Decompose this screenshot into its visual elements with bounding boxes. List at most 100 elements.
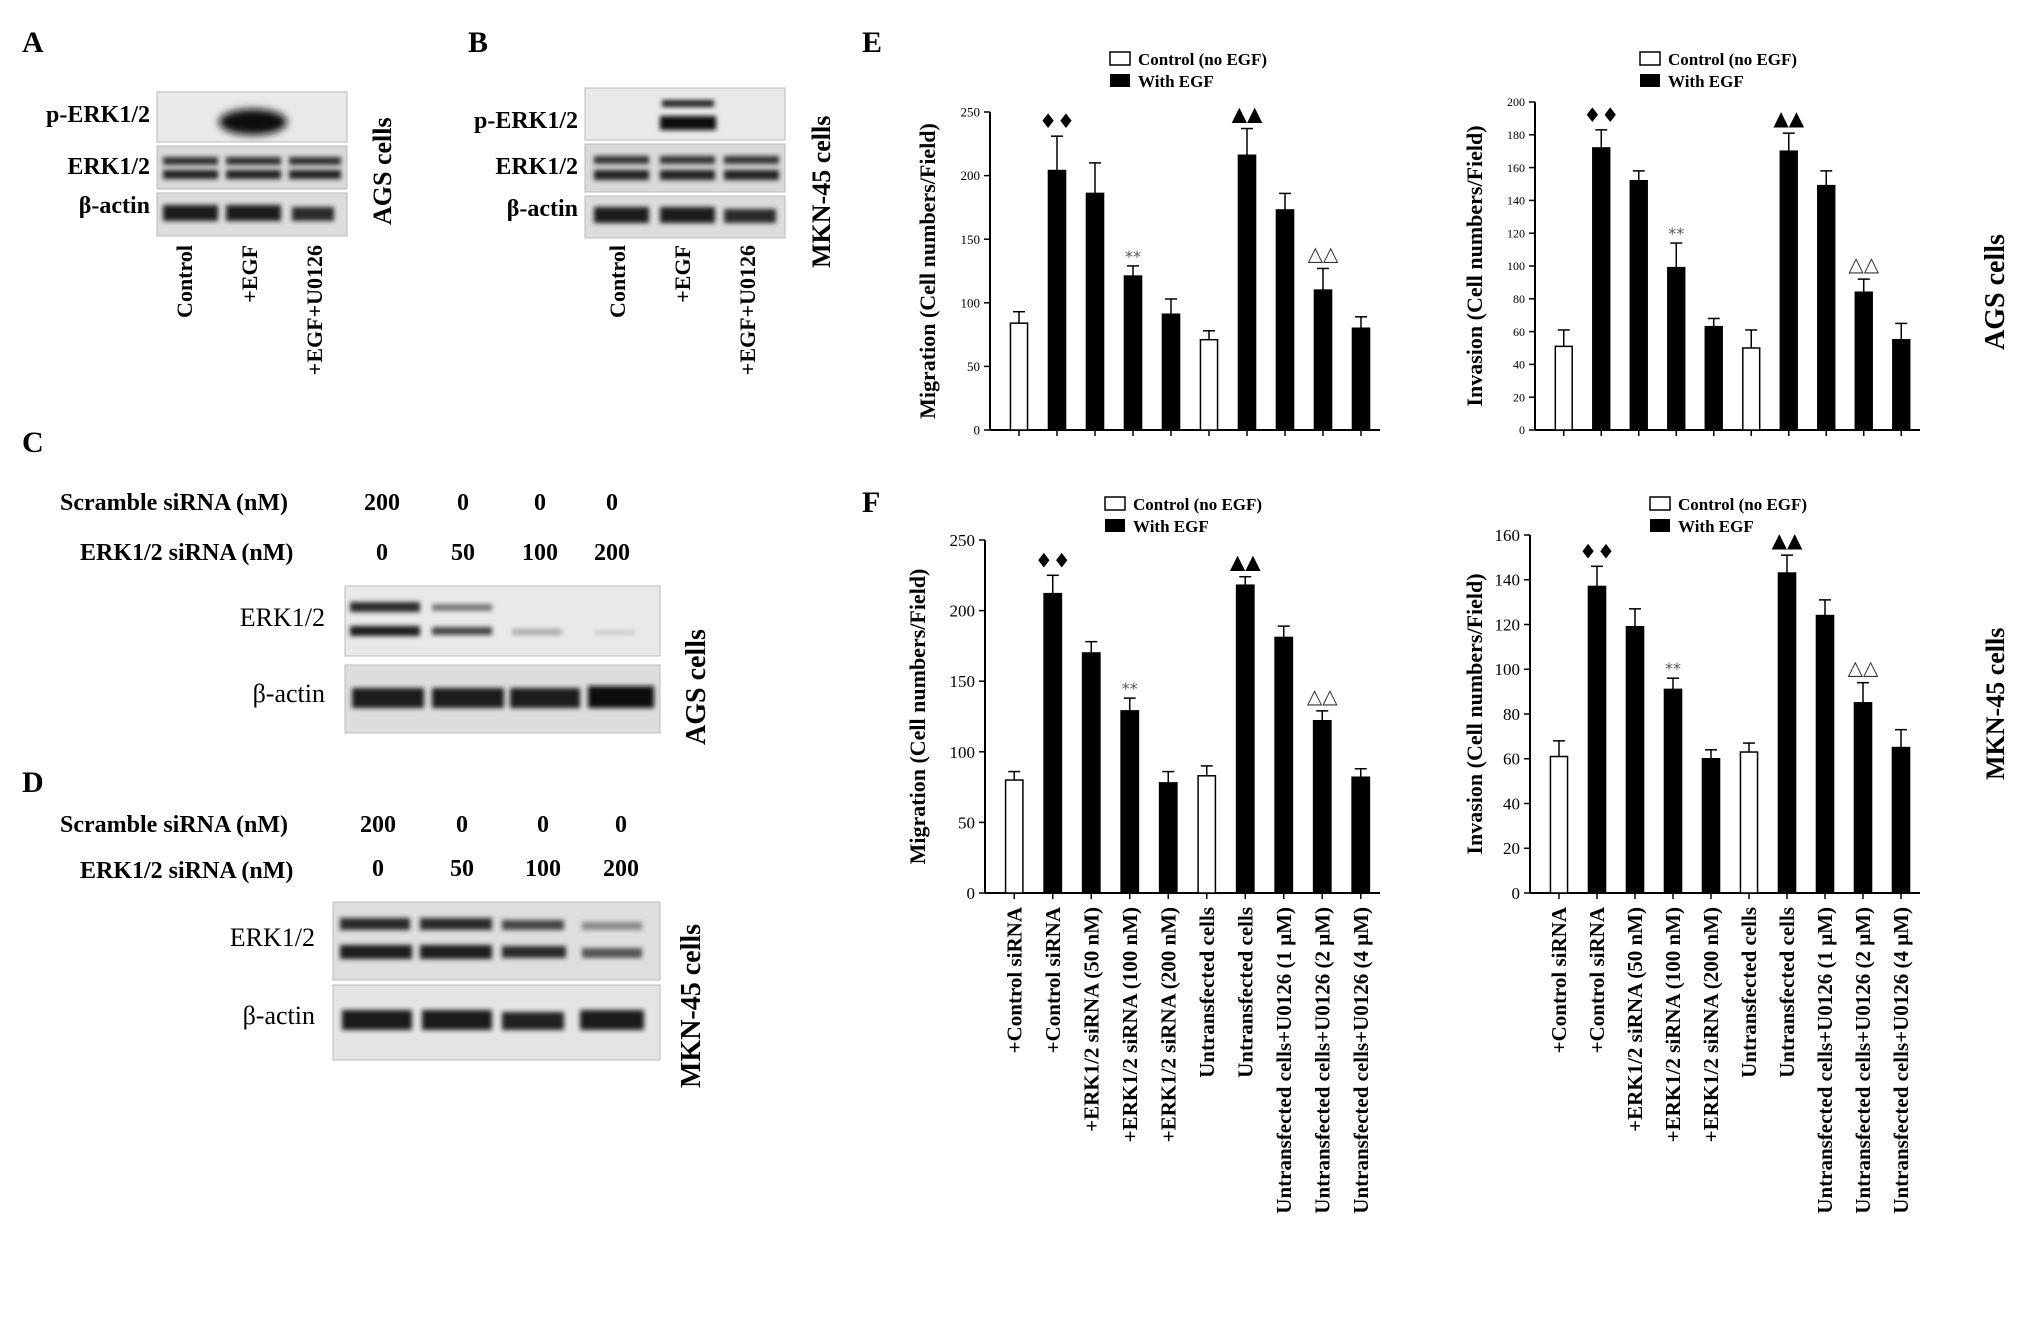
western-blot-image	[332, 901, 661, 1061]
chart-legend: Control (no EGF) With EGF	[1649, 495, 1807, 536]
x-category-label: +ERK1/2 siRNA (50 nM)	[1623, 907, 1647, 1132]
bar	[1777, 572, 1797, 894]
bar	[1739, 751, 1759, 894]
dose-value: 100	[522, 540, 558, 566]
dose-value: 0	[457, 490, 469, 516]
panel-letter: A	[22, 26, 44, 59]
dose-value: 0	[537, 812, 549, 838]
bar-chart-f-migration: 0 50 100 150 200 250 Migration (Cell numbers/F…	[905, 531, 1380, 1214]
bar	[1158, 782, 1178, 894]
bar	[1817, 184, 1836, 431]
y-tick-label: 40	[1503, 794, 1520, 813]
significance-marker: **	[1122, 679, 1138, 698]
blot-row-label: ERK1/2	[230, 923, 315, 952]
bar	[1663, 688, 1683, 894]
bar	[1235, 584, 1255, 894]
significance-marker: ♦♦	[1035, 548, 1071, 572]
legend-swatch-egf	[1640, 74, 1660, 87]
legend-swatch-control	[1109, 51, 1131, 66]
legend-label: With EGF	[1678, 517, 1754, 536]
significance-marker: △△	[1848, 656, 1879, 680]
bar	[1197, 775, 1217, 894]
significance-marker: ♦♦	[1579, 539, 1615, 563]
significance-marker: △△	[1308, 241, 1339, 265]
x-category-label: +ERK1/2 siRNA (200 nM)	[1156, 907, 1180, 1142]
bar	[1853, 702, 1873, 894]
y-axis-label: Migration (Cell numbers/Field)	[905, 569, 930, 865]
dose-value: 200	[594, 540, 630, 566]
cell-line-label: MKN-45 cells	[1981, 628, 2010, 780]
y-tick-label: 60	[1503, 750, 1520, 769]
legend-label: With EGF	[1138, 72, 1214, 91]
panel-letter: F	[862, 486, 880, 519]
blot-row-label: ERK1/2	[67, 154, 150, 180]
panel-letter: B	[468, 26, 488, 59]
condition-label: Scramble siRNA (nM)	[60, 812, 288, 838]
bar	[1592, 147, 1611, 431]
significance-marker: △△	[1307, 684, 1338, 708]
lane-label: +EGF+U0126	[302, 245, 327, 375]
x-category-label: Untransfected cells	[1775, 907, 1799, 1078]
bar	[1554, 345, 1573, 431]
significance-marker: ▲▲	[1232, 102, 1263, 126]
x-category-label: Untransfected cells+U0126 (1 μM)	[1272, 907, 1296, 1214]
bar	[1004, 779, 1024, 894]
y-tick-label: 120	[1507, 226, 1525, 240]
x-category-label: Untransfected cells+U0126 (2 μM)	[1310, 907, 1334, 1214]
lane-label: +EGF	[237, 245, 262, 303]
x-category-label: Untransfected cells+U0126 (4 μM)	[1889, 907, 1913, 1214]
significance-marker: △△	[1848, 252, 1879, 276]
bar	[1085, 192, 1105, 431]
legend-label: Control (no EGF)	[1678, 495, 1807, 514]
cell-line-label: MKN-45 cells	[807, 116, 836, 268]
y-tick-label: 250	[961, 105, 981, 120]
dose-value: 0	[606, 490, 618, 516]
blot-row-label: ERK1/2	[240, 603, 325, 632]
bar	[1667, 266, 1686, 431]
bar	[1237, 154, 1257, 431]
bar	[1047, 169, 1067, 431]
y-tick-label: 0	[1519, 423, 1525, 437]
western-blot-image	[584, 87, 786, 239]
bar	[1587, 585, 1607, 894]
significance-marker: **	[1665, 659, 1681, 678]
y-axis-label: Migration (Cell numbers/Field)	[915, 123, 940, 419]
bar-chart-e-migration: 0 50 100 150 200 250 Migration (Cell numbers/F…	[915, 102, 1380, 438]
legend-swatch-control	[1104, 496, 1126, 511]
lane-label: +EGF+U0126	[735, 245, 760, 375]
significance-marker: **	[1668, 224, 1684, 243]
legend-label: Control (no EGF)	[1668, 50, 1797, 69]
blot-row-label: p-ERK1/2	[474, 108, 578, 134]
y-tick-label: 200	[1507, 95, 1525, 109]
y-tick-label: 100	[961, 295, 981, 310]
y-tick-label: 150	[961, 232, 981, 247]
y-tick-label: 250	[950, 531, 976, 550]
y-tick-label: 50	[967, 359, 980, 374]
y-tick-label: 100	[1495, 660, 1521, 679]
significance-marker: **	[1125, 247, 1141, 266]
legend-swatch-egf	[1110, 74, 1130, 87]
y-tick-label: 0	[974, 423, 981, 438]
y-tick-label: 20	[1513, 390, 1525, 404]
bar	[1009, 322, 1029, 431]
legend-swatch-egf	[1650, 519, 1670, 532]
x-category-label: +Control siRNA	[1041, 906, 1065, 1053]
x-category-label: +ERK1/2 siRNA (100 nM)	[1118, 907, 1142, 1142]
bar	[1891, 746, 1911, 894]
condition-label: ERK1/2 siRNA (nM)	[80, 858, 293, 884]
y-tick-label: 160	[1495, 526, 1521, 545]
bar	[1274, 636, 1294, 894]
dose-value: 50	[450, 856, 474, 882]
dose-value: 0	[615, 812, 627, 838]
cell-line-label: AGS cells	[681, 629, 712, 745]
x-category-label: +Control siRNA	[1585, 906, 1609, 1053]
y-tick-label: 150	[950, 672, 976, 691]
chart-legend: Control (no EGF) With EGF	[1104, 495, 1262, 536]
bar	[1043, 592, 1063, 894]
blot-row-label: ERK1/2	[495, 154, 578, 180]
bar	[1892, 339, 1911, 431]
y-tick-label: 180	[1507, 128, 1525, 142]
panel-letter: E	[862, 26, 882, 59]
significance-marker: ▲▲	[1773, 106, 1804, 130]
